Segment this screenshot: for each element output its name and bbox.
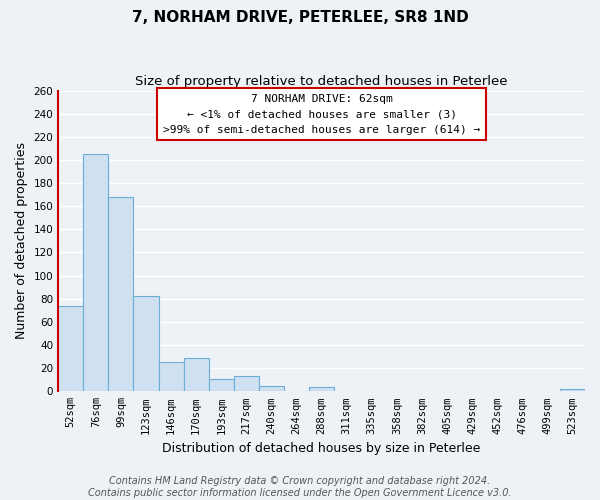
Text: 7 NORHAM DRIVE: 62sqm
← <1% of detached houses are smaller (3)
>99% of semi-deta: 7 NORHAM DRIVE: 62sqm ← <1% of detached … [163,94,480,135]
Bar [560,389,585,392]
Y-axis label: Number of detached properties: Number of detached properties [15,142,28,340]
Text: Contains HM Land Registry data © Crown copyright and database right 2024.
Contai: Contains HM Land Registry data © Crown c… [88,476,512,498]
Bar [209,378,234,392]
Bar [234,376,259,392]
Bar [109,197,133,392]
Bar [83,154,109,392]
Bar [309,386,334,392]
Bar [133,296,158,392]
Title: Size of property relative to detached houses in Peterlee: Size of property relative to detached ho… [136,75,508,88]
Bar [58,306,83,392]
Text: 7, NORHAM DRIVE, PETERLEE, SR8 1ND: 7, NORHAM DRIVE, PETERLEE, SR8 1ND [131,10,469,25]
Bar [184,358,209,392]
X-axis label: Distribution of detached houses by size in Peterlee: Distribution of detached houses by size … [163,442,481,455]
Bar [259,386,284,392]
Bar [158,362,184,392]
